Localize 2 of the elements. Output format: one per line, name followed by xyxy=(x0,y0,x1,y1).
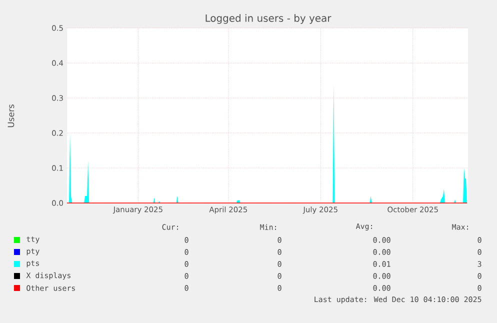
y-axis-title: Users xyxy=(8,104,14,128)
chart-title: Logged in users - by year xyxy=(206,14,332,24)
